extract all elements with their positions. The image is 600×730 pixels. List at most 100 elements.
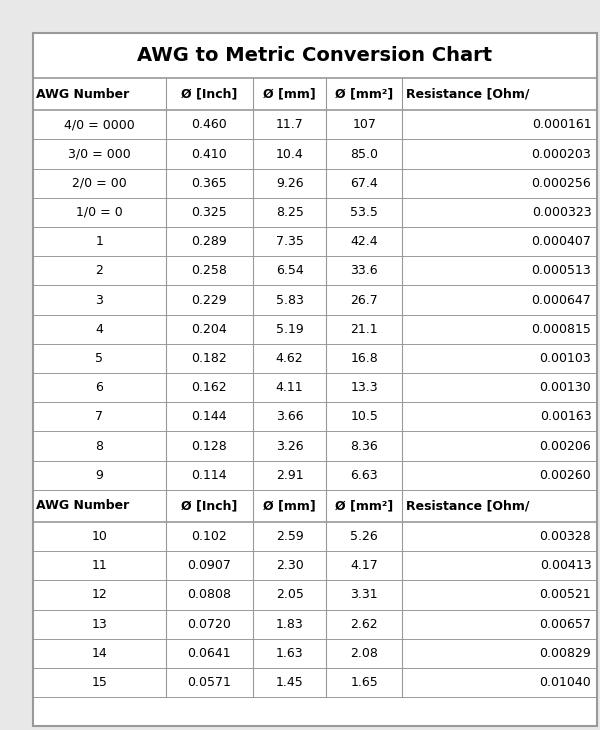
Text: 0.00206: 0.00206	[539, 439, 592, 453]
Text: 1: 1	[95, 235, 103, 248]
Text: 0.00163: 0.00163	[540, 410, 592, 423]
Text: 11.7: 11.7	[276, 118, 304, 131]
Text: 2.62: 2.62	[350, 618, 378, 631]
Text: 0.000161: 0.000161	[532, 118, 592, 131]
Text: 0.000647: 0.000647	[532, 293, 592, 307]
Text: AWG to Metric Conversion Chart: AWG to Metric Conversion Chart	[137, 46, 493, 65]
Text: 85.0: 85.0	[350, 147, 379, 161]
Text: 10.4: 10.4	[276, 147, 304, 161]
Text: Ø [mm]: Ø [mm]	[263, 88, 316, 101]
Text: 2: 2	[95, 264, 103, 277]
Text: 1.65: 1.65	[350, 676, 378, 689]
Text: 1.83: 1.83	[276, 618, 304, 631]
Text: 3.31: 3.31	[350, 588, 378, 602]
Text: 0.000323: 0.000323	[532, 206, 592, 219]
Text: Ø [mm]: Ø [mm]	[263, 499, 316, 512]
Text: 2.59: 2.59	[276, 530, 304, 543]
Text: 9: 9	[95, 469, 103, 482]
Text: Resistance [Ohm/: Resistance [Ohm/	[406, 499, 529, 512]
Text: 0.325: 0.325	[191, 206, 227, 219]
Text: 0.00103: 0.00103	[539, 352, 592, 365]
Text: 5.26: 5.26	[350, 530, 378, 543]
Text: 0.000407: 0.000407	[532, 235, 592, 248]
Text: 14: 14	[91, 647, 107, 660]
Text: 4: 4	[95, 323, 103, 336]
Text: 2.08: 2.08	[350, 647, 378, 660]
Text: 3.26: 3.26	[276, 439, 304, 453]
Text: 21.1: 21.1	[350, 323, 378, 336]
Text: 107: 107	[352, 118, 376, 131]
Text: 0.00130: 0.00130	[539, 381, 592, 394]
Text: 5.83: 5.83	[275, 293, 304, 307]
Text: 0.182: 0.182	[191, 352, 227, 365]
Text: 0.144: 0.144	[191, 410, 227, 423]
Text: 0.128: 0.128	[191, 439, 227, 453]
Text: 8: 8	[95, 439, 103, 453]
Text: 1.63: 1.63	[276, 647, 304, 660]
Text: 0.00657: 0.00657	[539, 618, 592, 631]
Text: 0.204: 0.204	[191, 323, 227, 336]
Text: 5: 5	[95, 352, 103, 365]
Text: 3.66: 3.66	[276, 410, 304, 423]
Text: Ø [mm²]: Ø [mm²]	[335, 88, 394, 101]
Text: 2.30: 2.30	[276, 559, 304, 572]
Text: 7: 7	[95, 410, 103, 423]
Text: 0.229: 0.229	[191, 293, 227, 307]
Text: 0.000203: 0.000203	[532, 147, 592, 161]
Text: 0.00413: 0.00413	[540, 559, 592, 572]
Text: AWG Number: AWG Number	[37, 88, 130, 101]
Text: 13.3: 13.3	[350, 381, 378, 394]
Text: 11: 11	[91, 559, 107, 572]
Text: 0.410: 0.410	[191, 147, 227, 161]
Text: 0.289: 0.289	[191, 235, 227, 248]
Text: 8.25: 8.25	[275, 206, 304, 219]
Text: 0.460: 0.460	[191, 118, 227, 131]
Text: 0.01040: 0.01040	[539, 676, 592, 689]
Text: 0.000256: 0.000256	[532, 177, 592, 190]
Text: 1.45: 1.45	[276, 676, 304, 689]
Text: 0.0571: 0.0571	[187, 676, 231, 689]
Text: Ø [Inch]: Ø [Inch]	[181, 88, 238, 101]
Text: 8.36: 8.36	[350, 439, 378, 453]
Text: 2.05: 2.05	[275, 588, 304, 602]
Text: 0.162: 0.162	[191, 381, 227, 394]
Text: Resistance [Ohm/: Resistance [Ohm/	[406, 88, 529, 101]
Text: 12: 12	[91, 588, 107, 602]
Text: 0.000513: 0.000513	[532, 264, 592, 277]
Text: 2.91: 2.91	[276, 469, 304, 482]
Text: Ø [Inch]: Ø [Inch]	[181, 499, 238, 512]
Text: 4.17: 4.17	[350, 559, 378, 572]
Text: 0.0808: 0.0808	[187, 588, 231, 602]
Text: 7.35: 7.35	[275, 235, 304, 248]
Text: 6.63: 6.63	[350, 469, 378, 482]
Text: 6: 6	[95, 381, 103, 394]
Text: 15: 15	[91, 676, 107, 689]
Text: 10.5: 10.5	[350, 410, 378, 423]
Text: 3/0 = 000: 3/0 = 000	[68, 147, 131, 161]
Text: 10: 10	[91, 530, 107, 543]
Text: 0.00328: 0.00328	[539, 530, 592, 543]
Text: 0.258: 0.258	[191, 264, 227, 277]
Text: 0.0720: 0.0720	[187, 618, 231, 631]
Text: 0.00521: 0.00521	[539, 588, 592, 602]
Text: 16.8: 16.8	[350, 352, 378, 365]
Text: 6.54: 6.54	[276, 264, 304, 277]
Text: AWG Number: AWG Number	[37, 499, 130, 512]
Text: 0.000815: 0.000815	[532, 323, 592, 336]
Text: 3: 3	[95, 293, 103, 307]
Text: 26.7: 26.7	[350, 293, 378, 307]
Text: 53.5: 53.5	[350, 206, 378, 219]
Text: 0.00829: 0.00829	[539, 647, 592, 660]
Text: 42.4: 42.4	[350, 235, 378, 248]
Text: 33.6: 33.6	[350, 264, 378, 277]
Text: 0.00260: 0.00260	[539, 469, 592, 482]
Text: 9.26: 9.26	[276, 177, 304, 190]
Text: 67.4: 67.4	[350, 177, 378, 190]
Text: 0.114: 0.114	[191, 469, 227, 482]
Text: 0.365: 0.365	[191, 177, 227, 190]
Text: 0.0641: 0.0641	[187, 647, 231, 660]
Text: 2/0 = 00: 2/0 = 00	[72, 177, 127, 190]
Text: 5.19: 5.19	[276, 323, 304, 336]
Text: 4.62: 4.62	[276, 352, 304, 365]
Text: 4.11: 4.11	[276, 381, 304, 394]
